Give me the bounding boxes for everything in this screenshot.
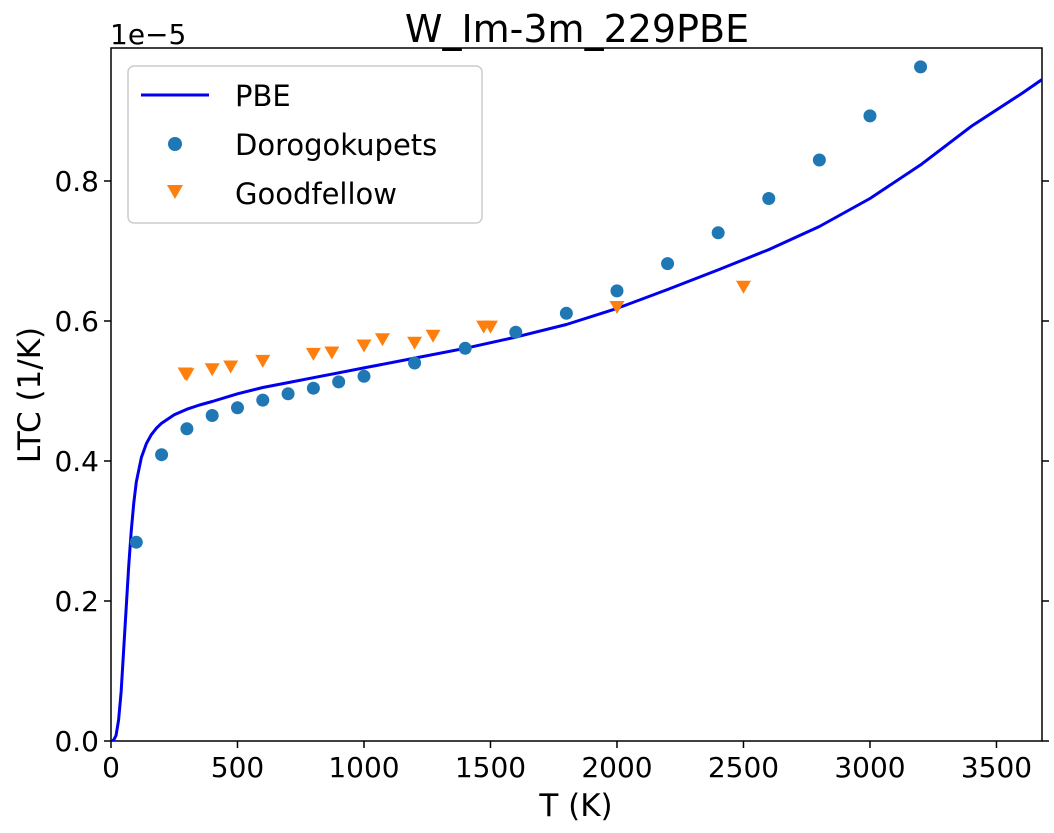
data-point-dorogokupets <box>509 325 523 339</box>
data-point-dorogokupets <box>155 448 169 462</box>
data-point-dorogokupets <box>408 356 422 370</box>
x-tick-label: 3500 <box>961 751 1032 784</box>
data-point-dorogokupets <box>863 109 877 123</box>
legend-swatch-goodfellow <box>167 185 183 199</box>
legend: PBE Dorogokupets Goodfellow <box>127 65 483 224</box>
x-axis: 0 500 1000 1500 2000 2500 3000 3500 <box>102 741 1032 784</box>
data-point-dorogokupets <box>762 192 776 205</box>
data-point-dorogokupets <box>559 306 573 320</box>
data-point-dorogokupets <box>281 387 295 401</box>
series-line-pbe <box>111 78 1042 741</box>
data-point-goodfellow <box>223 360 239 374</box>
y-axis-label: LTC (1/K) <box>12 327 48 463</box>
x-axis-label: T (K) <box>538 788 612 824</box>
y-tick-label: 0.0 <box>54 725 99 758</box>
data-point-goodfellow <box>407 336 423 350</box>
data-point-dorogokupets <box>711 226 725 240</box>
data-point-dorogokupets <box>205 409 219 422</box>
data-point-goodfellow <box>179 368 195 382</box>
y-tick-label: 0.6 <box>54 305 99 338</box>
chart-title: W_Im-3m_229PBE <box>405 7 749 51</box>
legend-label-goodfellow: Goodfellow <box>235 177 397 211</box>
legend-box <box>127 65 483 224</box>
x-tick-label: 1000 <box>328 751 399 784</box>
data-point-dorogokupets <box>661 257 675 271</box>
data-point-dorogokupets <box>230 401 244 415</box>
x-tick-label: 2000 <box>581 751 652 784</box>
y-tick-label: 0.4 <box>54 445 99 478</box>
legend-swatch-dorogokupets <box>168 137 182 151</box>
data-point-goodfellow <box>609 301 625 314</box>
data-point-dorogokupets <box>332 375 346 389</box>
x-tick-label: 500 <box>211 751 264 784</box>
data-point-goodfellow <box>374 333 390 347</box>
x-tick-label: 2500 <box>708 751 779 784</box>
data-point-dorogokupets <box>180 422 194 436</box>
y-axis: 0.0 0.2 0.4 0.6 0.8 <box>54 165 1049 758</box>
y-tick-label: 0.8 <box>54 165 99 198</box>
data-point-dorogokupets <box>357 369 371 383</box>
x-tick-label: 0 <box>102 751 120 784</box>
data-point-goodfellow <box>482 320 498 334</box>
data-point-goodfellow <box>356 339 372 353</box>
plot-area <box>110 47 1043 742</box>
data-point-goodfellow <box>255 354 271 368</box>
data-point-dorogokupets <box>306 381 320 395</box>
data-point-goodfellow <box>204 363 220 377</box>
y-tick-label: 0.2 <box>54 585 99 618</box>
legend-label-pbe: PBE <box>235 79 291 113</box>
data-point-goodfellow <box>324 346 340 360</box>
data-point-dorogokupets <box>914 60 928 74</box>
plot-content <box>111 60 1042 741</box>
y-offset-label: 1e−5 <box>110 18 186 51</box>
data-point-goodfellow <box>735 280 751 294</box>
x-tick-label: 3000 <box>834 751 905 784</box>
data-point-dorogokupets <box>458 341 472 355</box>
x-tick-label: 1500 <box>455 751 526 784</box>
data-point-dorogokupets <box>812 153 826 167</box>
data-point-dorogokupets <box>256 393 270 407</box>
data-point-dorogokupets <box>610 284 624 298</box>
data-point-goodfellow <box>305 347 321 361</box>
legend-label-dorogokupets: Dorogokupets <box>235 128 437 162</box>
data-point-goodfellow <box>425 329 441 343</box>
data-point-dorogokupets <box>129 535 143 549</box>
